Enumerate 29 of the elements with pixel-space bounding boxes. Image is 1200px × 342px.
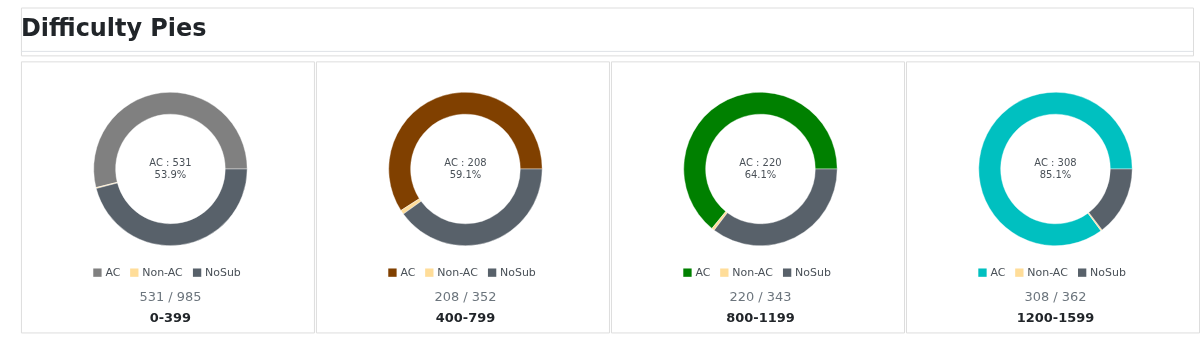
text: 85.1% <box>1039 168 1072 180</box>
legend-label: Non-AC <box>437 265 479 279</box>
legend-label: NoSub <box>795 265 831 279</box>
text: AC : 308 <box>1034 157 1077 168</box>
legend-label: Non-AC <box>142 265 184 279</box>
text: 308 / 362 <box>1024 288 1087 304</box>
text: 531 / 985 <box>139 288 202 304</box>
legend-label: AC <box>105 265 121 279</box>
text: AC : 208 <box>444 157 487 168</box>
text: Difficulty Pies <box>20 14 207 43</box>
text: 59.1% <box>449 168 482 180</box>
text: 400-799 <box>435 310 496 326</box>
legend-label: Non-AC <box>732 265 774 279</box>
legend-label: NoSub <box>1090 265 1126 279</box>
legend-label: NoSub <box>205 265 241 279</box>
legend-label: Non-AC <box>1027 265 1069 279</box>
legend-label: NoSub <box>500 265 536 279</box>
text: 220 / 343 <box>729 288 792 304</box>
text: 1200-1599 <box>1016 310 1095 326</box>
text: 53.9% <box>154 168 187 180</box>
text: 800-1199 <box>726 310 795 326</box>
legend-label: AC <box>400 265 416 279</box>
text: AC : 531 <box>149 157 192 168</box>
text: 64.1% <box>744 168 777 180</box>
legend-label: AC <box>990 265 1006 279</box>
legend-label: AC <box>695 265 711 279</box>
text: 208 / 352 <box>434 288 497 304</box>
text: 0-399 <box>149 310 192 326</box>
text: AC : 220 <box>739 157 782 168</box>
